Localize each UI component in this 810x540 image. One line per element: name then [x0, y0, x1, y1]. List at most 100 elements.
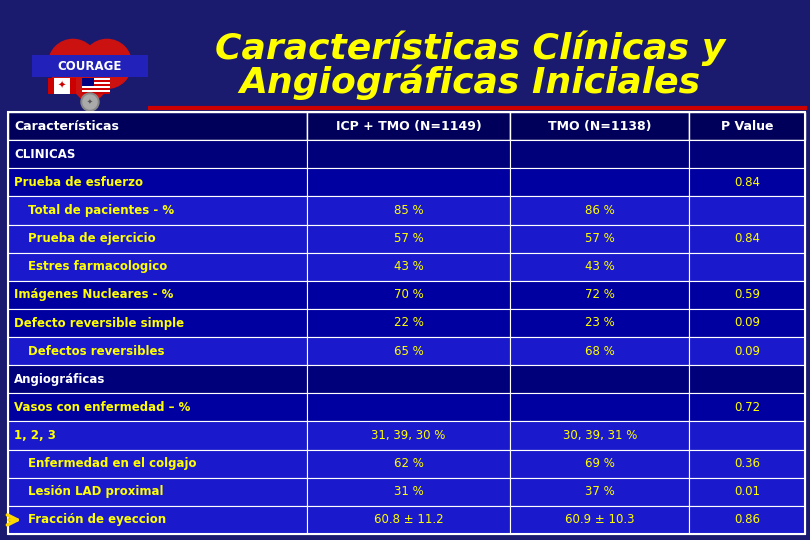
FancyBboxPatch shape: [48, 78, 76, 94]
Bar: [689, 450, 805, 478]
Text: 72 %: 72 %: [585, 288, 615, 301]
FancyBboxPatch shape: [82, 86, 110, 88]
Bar: [8, 281, 307, 309]
Bar: [689, 253, 805, 281]
Bar: [307, 393, 510, 421]
Circle shape: [81, 93, 99, 111]
FancyBboxPatch shape: [82, 78, 110, 80]
Bar: [510, 309, 689, 337]
Text: 0.36: 0.36: [734, 457, 761, 470]
Bar: [8, 478, 307, 506]
Text: Angiográficas: Angiográficas: [14, 373, 105, 386]
Bar: [8, 253, 307, 281]
Bar: [510, 168, 689, 197]
Bar: [689, 365, 805, 393]
Text: COURAGE: COURAGE: [58, 59, 122, 72]
Text: Angiográficas Iniciales: Angiográficas Iniciales: [240, 64, 701, 100]
Bar: [510, 253, 689, 281]
Bar: [307, 365, 510, 393]
Bar: [307, 225, 510, 253]
Text: Defecto reversible simple: Defecto reversible simple: [14, 316, 184, 329]
Bar: [307, 478, 510, 506]
Text: TMO (N=1138): TMO (N=1138): [548, 119, 651, 132]
Bar: [689, 478, 805, 506]
Text: 31, 39, 30 %: 31, 39, 30 %: [371, 429, 446, 442]
FancyBboxPatch shape: [82, 90, 110, 92]
Text: 65 %: 65 %: [394, 345, 424, 357]
Bar: [8, 393, 307, 421]
Bar: [510, 225, 689, 253]
FancyBboxPatch shape: [70, 78, 76, 94]
Bar: [8, 506, 307, 534]
Bar: [307, 197, 510, 225]
Text: 0.59: 0.59: [734, 288, 761, 301]
Text: 69 %: 69 %: [585, 457, 615, 470]
Text: ✦: ✦: [87, 99, 93, 105]
Bar: [307, 450, 510, 478]
Circle shape: [83, 95, 97, 109]
Text: ICP + TMO (N=1149): ICP + TMO (N=1149): [335, 119, 481, 132]
Text: 70 %: 70 %: [394, 288, 424, 301]
Bar: [510, 140, 689, 168]
Circle shape: [83, 39, 131, 89]
Text: 86 %: 86 %: [585, 204, 615, 217]
Circle shape: [49, 39, 97, 89]
Bar: [307, 253, 510, 281]
Text: Vasos con enfermedad – %: Vasos con enfermedad – %: [14, 401, 190, 414]
Bar: [307, 337, 510, 365]
Bar: [510, 393, 689, 421]
Bar: [510, 112, 689, 140]
Text: 0.72: 0.72: [734, 401, 761, 414]
Text: CLINICAS: CLINICAS: [14, 148, 75, 161]
Text: 60.9 ± 10.3: 60.9 ± 10.3: [565, 514, 634, 526]
Bar: [8, 365, 307, 393]
Text: 60.8 ± 11.2: 60.8 ± 11.2: [373, 514, 443, 526]
Bar: [689, 197, 805, 225]
Text: 43 %: 43 %: [585, 260, 615, 273]
Text: Enfermedad en el colgajo: Enfermedad en el colgajo: [28, 457, 197, 470]
Text: 57 %: 57 %: [585, 232, 615, 245]
Text: 1, 2, 3: 1, 2, 3: [14, 429, 56, 442]
Text: Total de pacientes - %: Total de pacientes - %: [28, 204, 174, 217]
Bar: [510, 506, 689, 534]
Text: Lesión LAD proximal: Lesión LAD proximal: [28, 485, 164, 498]
Text: Estres farmacologico: Estres farmacologico: [28, 260, 167, 273]
Bar: [689, 225, 805, 253]
Bar: [510, 337, 689, 365]
Text: 31 %: 31 %: [394, 485, 424, 498]
Text: Imágenes Nucleares - %: Imágenes Nucleares - %: [14, 288, 173, 301]
Bar: [689, 506, 805, 534]
Bar: [8, 140, 307, 168]
Text: 0.86: 0.86: [734, 514, 761, 526]
Text: ✦: ✦: [58, 81, 66, 91]
Bar: [510, 478, 689, 506]
Bar: [689, 112, 805, 140]
Bar: [8, 450, 307, 478]
Polygon shape: [49, 64, 131, 107]
Text: 37 %: 37 %: [585, 485, 615, 498]
FancyBboxPatch shape: [82, 78, 110, 94]
Text: Prueba de ejercicio: Prueba de ejercicio: [28, 232, 156, 245]
Text: Defectos reversibles: Defectos reversibles: [28, 345, 164, 357]
Bar: [510, 281, 689, 309]
Bar: [307, 506, 510, 534]
Bar: [689, 281, 805, 309]
Bar: [689, 309, 805, 337]
Bar: [689, 140, 805, 168]
Bar: [307, 168, 510, 197]
Text: 57 %: 57 %: [394, 232, 424, 245]
Text: Fracción de eyeccion: Fracción de eyeccion: [28, 514, 166, 526]
Bar: [8, 112, 307, 140]
Text: 62 %: 62 %: [394, 457, 424, 470]
Text: 0.09: 0.09: [734, 316, 761, 329]
Text: 0.84: 0.84: [734, 176, 761, 189]
Bar: [307, 140, 510, 168]
Text: 68 %: 68 %: [585, 345, 615, 357]
Text: 0.01: 0.01: [734, 485, 761, 498]
Bar: [307, 281, 510, 309]
FancyBboxPatch shape: [82, 78, 94, 86]
Bar: [8, 309, 307, 337]
Text: 0.84: 0.84: [734, 232, 761, 245]
Bar: [510, 450, 689, 478]
Bar: [8, 168, 307, 197]
